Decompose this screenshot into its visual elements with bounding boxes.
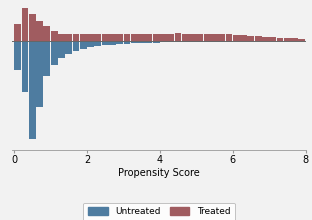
Bar [182,41,189,42]
Bar [240,41,247,42]
Bar [233,35,240,41]
Bar [109,33,116,41]
Bar [145,41,152,43]
Bar [233,41,240,42]
Bar [284,38,291,41]
Bar [240,35,247,41]
Bar [204,41,211,42]
Bar [131,33,138,41]
Bar [116,41,123,44]
Bar [218,41,225,42]
Bar [138,41,145,43]
Bar [22,41,28,92]
Bar [167,41,174,42]
Bar [291,38,298,41]
Bar [153,41,159,43]
Bar [160,34,167,41]
Bar [109,41,116,45]
Bar [36,21,43,41]
Bar [131,41,138,43]
Bar [87,34,94,41]
Bar [255,36,261,41]
Bar [211,41,218,42]
Bar [218,34,225,41]
Bar [197,34,203,41]
Bar [43,26,50,41]
Bar [160,41,167,42]
Bar [197,41,203,42]
Bar [73,41,79,51]
Bar [153,33,159,41]
Bar [247,36,254,41]
Bar [29,41,36,139]
Bar [189,41,196,42]
Bar [80,41,87,49]
Bar [36,41,43,107]
Bar [211,34,218,41]
Bar [102,34,109,41]
Bar [73,33,79,41]
Bar [29,14,36,41]
Bar [51,31,57,41]
Bar [102,41,109,45]
Bar [299,39,305,41]
Legend: Untreated, Treated: Untreated, Treated [83,203,235,220]
Bar [22,8,28,41]
Bar [124,41,130,44]
Bar [51,41,57,65]
Bar [277,38,283,41]
Bar [167,34,174,41]
Bar [138,33,145,41]
Bar [124,33,130,41]
Bar [226,41,232,42]
Bar [80,33,87,41]
Bar [189,33,196,41]
Bar [65,41,72,54]
Bar [58,33,65,41]
X-axis label: Propensity Score: Propensity Score [118,168,200,178]
Bar [175,41,181,42]
Bar [204,34,211,41]
Bar [95,33,101,41]
Bar [145,34,152,41]
Bar [58,41,65,58]
Bar [175,33,181,41]
Bar [182,33,189,41]
Bar [95,41,101,46]
Bar [87,41,94,47]
Bar [247,41,254,42]
Bar [65,33,72,41]
Bar [43,41,50,76]
Bar [262,37,269,41]
Bar [116,34,123,41]
Bar [226,34,232,41]
Bar [269,37,276,41]
Bar [14,24,21,41]
Bar [14,41,21,70]
